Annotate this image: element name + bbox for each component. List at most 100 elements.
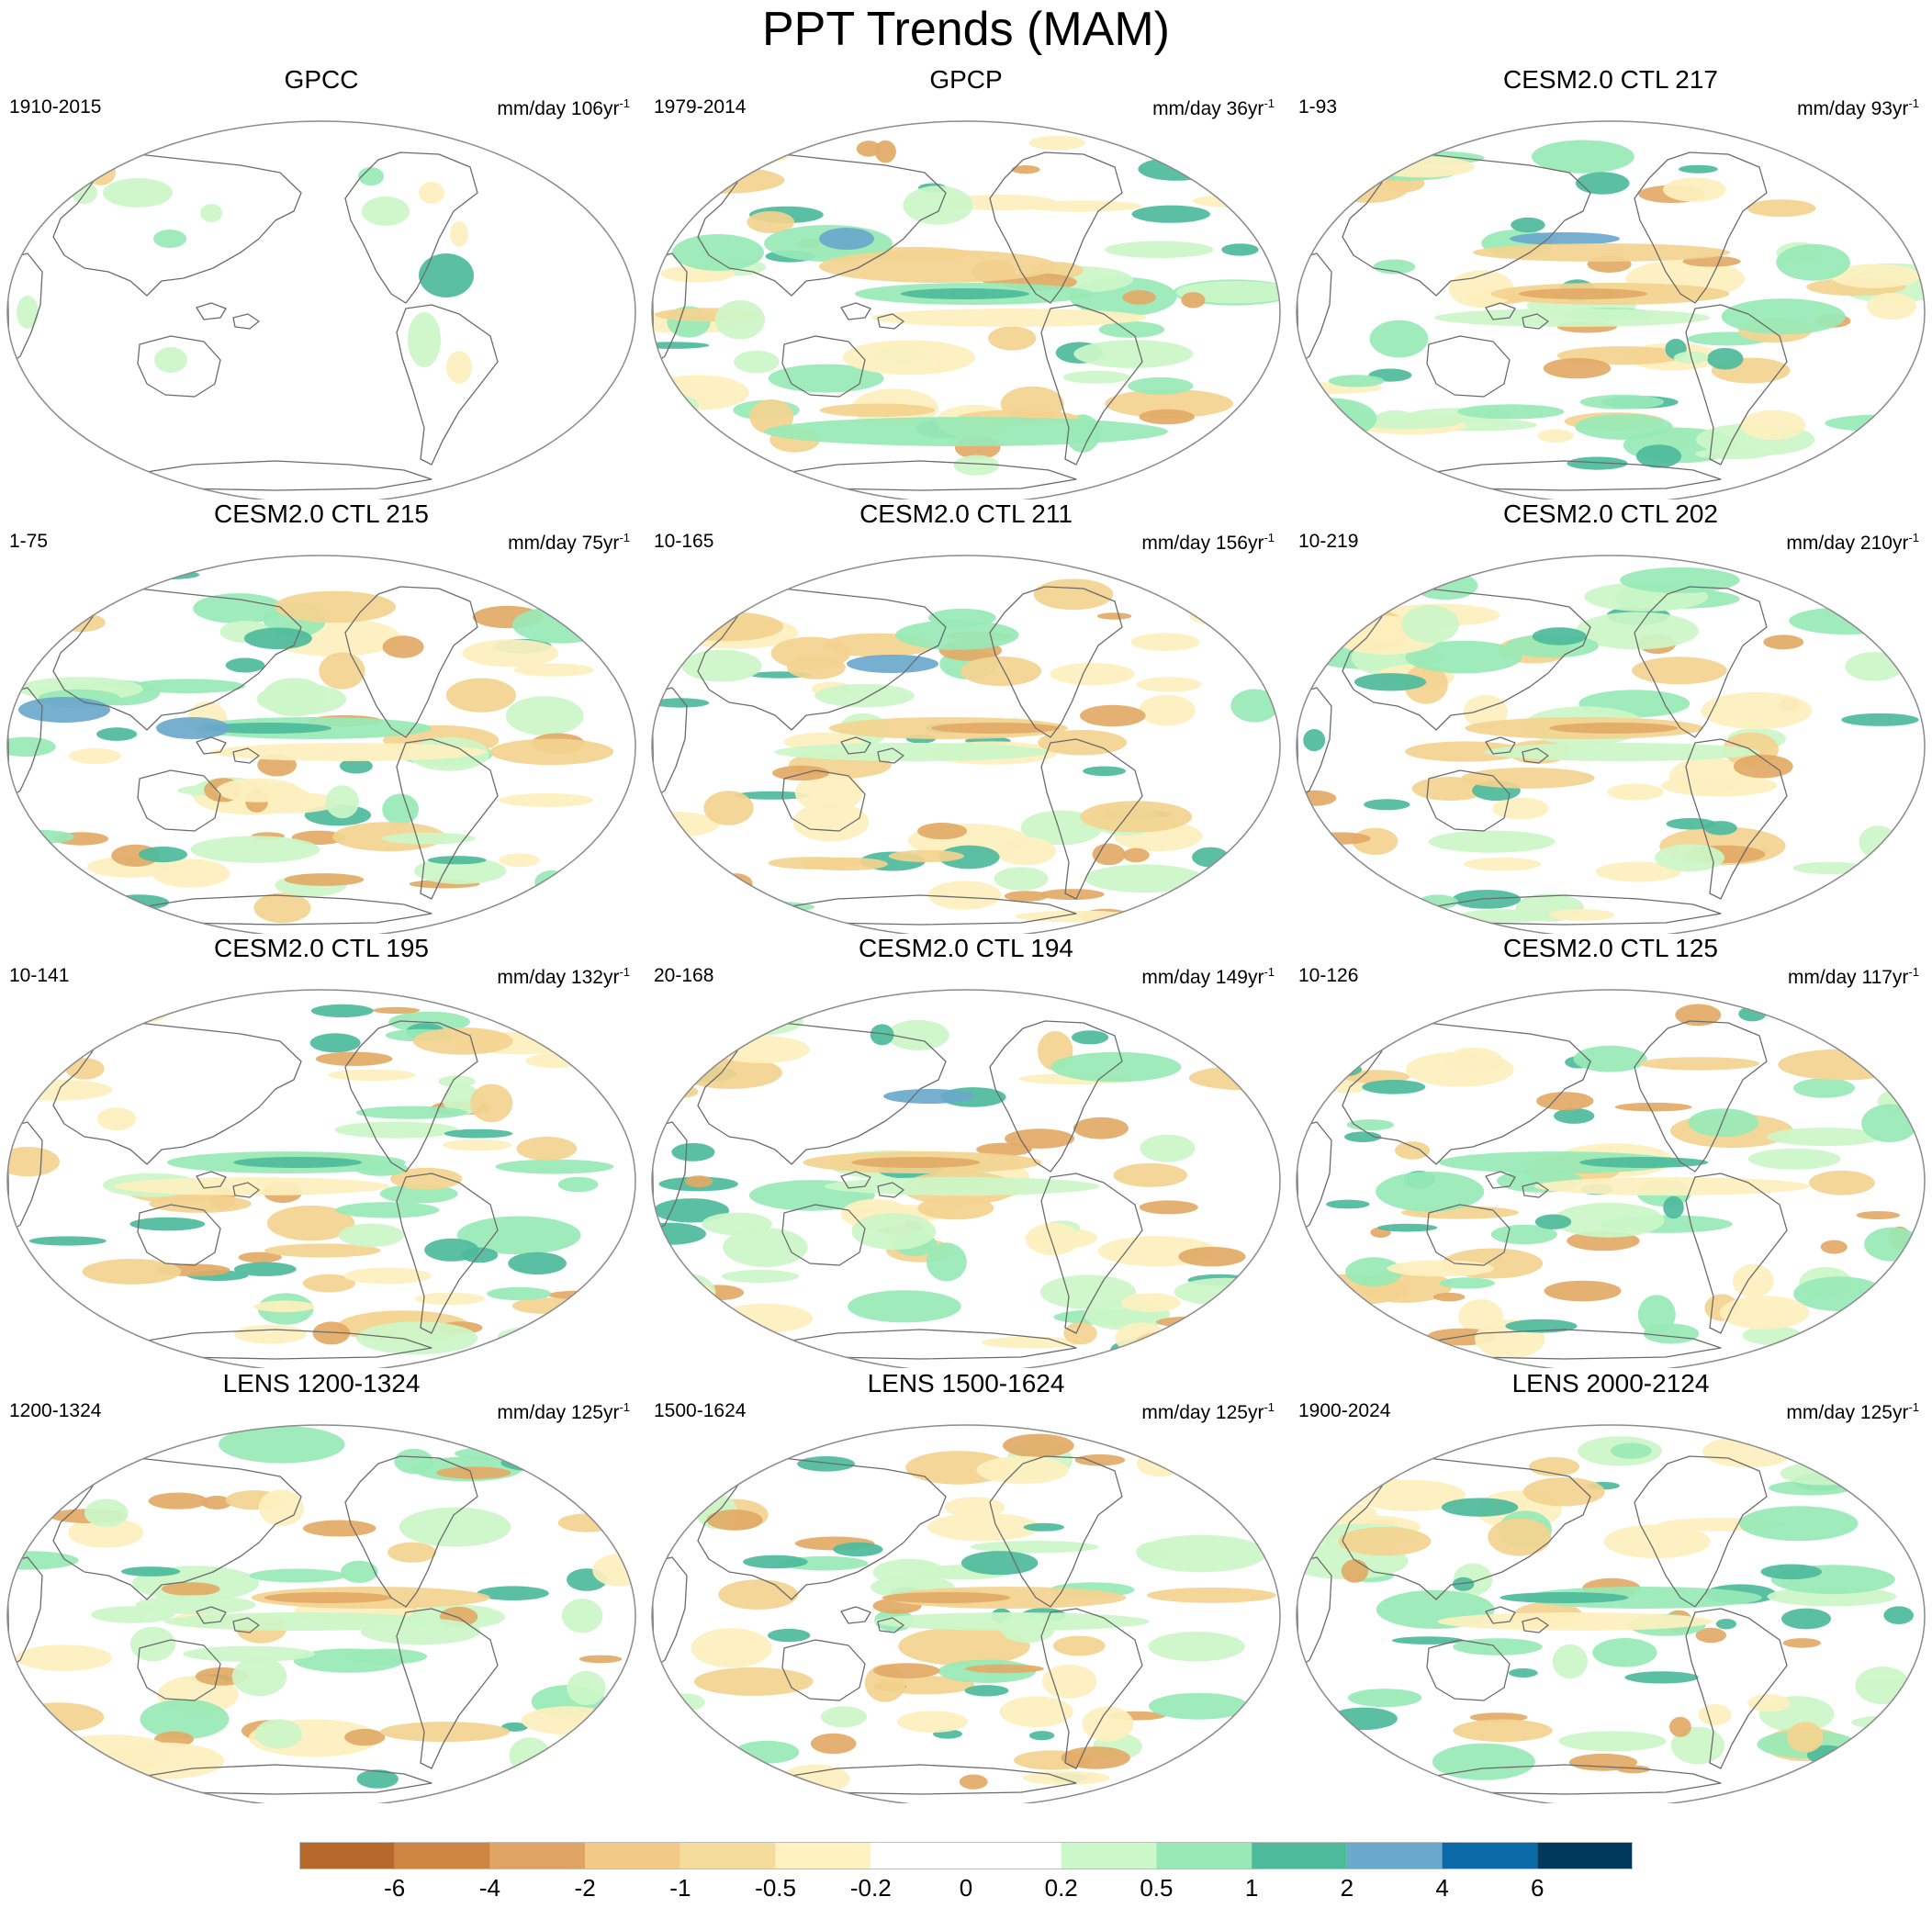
trend-contour [200, 204, 222, 222]
panel-title: CESM2.0 CTL 215 [214, 499, 429, 528]
coastline [877, 747, 904, 764]
trend-contour [1023, 1522, 1065, 1532]
panel-units: mm/day 75yr-1 [508, 526, 630, 556]
trend-contour [1639, 1057, 1760, 1071]
trend-contour [1132, 897, 1255, 934]
trend-contour [328, 1069, 417, 1082]
trend-contour [1461, 768, 1595, 789]
trend-contour [1518, 288, 1647, 299]
trend-contour [768, 364, 884, 393]
units-exponent: -1 [1264, 96, 1275, 110]
coastline [768, 1764, 1077, 1795]
map-outline [651, 555, 1281, 934]
panel-period: 1979-2014 [654, 96, 747, 118]
trend-contour [325, 785, 359, 819]
colorbar-swatch [775, 1842, 871, 1869]
coastline [1522, 1182, 1549, 1198]
trend-contour [567, 1670, 606, 1705]
coastline [768, 460, 1077, 491]
trend-contour [1805, 1765, 1863, 1801]
trend-contour [1792, 861, 1867, 875]
units-exponent: -1 [619, 965, 630, 979]
trend-contour [1347, 1689, 1422, 1708]
trend-contour [976, 1456, 1069, 1485]
trend-contour [339, 758, 373, 774]
trend-contour [707, 143, 790, 165]
panel-title: GPCP [929, 65, 1003, 94]
trend-contour [1128, 376, 1194, 395]
panel-title: CESM2.0 CTL 194 [859, 934, 1073, 962]
units-exponent: -1 [1264, 531, 1275, 544]
trend-contour [1703, 821, 1737, 836]
trend-contour [797, 1456, 855, 1472]
trend-contour [1715, 1619, 1736, 1630]
trend-contour [662, 146, 777, 172]
trend-contour [1039, 889, 1105, 901]
trend-contour [129, 1217, 206, 1231]
coastline [232, 747, 260, 764]
coastline [781, 769, 866, 832]
coastline [1685, 1608, 1788, 1769]
trend-contour [1192, 195, 1265, 208]
trend-contour [450, 221, 468, 247]
trend-contour [1297, 398, 1377, 439]
trend-contour [470, 1083, 513, 1123]
coastline [1412, 1764, 1722, 1795]
trend-contour [953, 455, 999, 476]
panel-units: mm/day 125yr-1 [1141, 1396, 1275, 1425]
coastline [840, 1171, 871, 1189]
panel-title: GPCC [284, 65, 359, 94]
trend-contour [1778, 1049, 1908, 1081]
trend-contour [1547, 909, 1615, 921]
trend-contour [274, 590, 397, 623]
coastline [840, 736, 871, 755]
trend-contour [356, 1769, 399, 1789]
coastline [52, 1457, 302, 1600]
trend-contour [1003, 1433, 1074, 1458]
trend-contour [1441, 1498, 1519, 1517]
trend-contour [156, 717, 230, 739]
trend-contour [1113, 1162, 1188, 1187]
trend-contour [1688, 1108, 1759, 1138]
trend-contour [1136, 1450, 1185, 1477]
coastline [232, 1182, 260, 1198]
trend-contour [688, 1329, 710, 1344]
trend-contour [56, 612, 106, 633]
coastline [989, 1020, 1123, 1173]
trend-contour [842, 340, 976, 376]
trend-contour [500, 1453, 579, 1472]
trend-contour [264, 1243, 381, 1258]
trend-contour [564, 1758, 625, 1768]
coastline [877, 1617, 904, 1633]
trend-contour [994, 867, 1049, 891]
colorbar-swatch [1537, 1842, 1633, 1869]
trend-contour [1329, 1707, 1398, 1730]
coastline [196, 302, 227, 320]
coastline [840, 302, 871, 320]
trend-contour [960, 656, 1042, 687]
trend-contour [964, 1685, 1009, 1697]
panel-title: LENS 1500-1624 [867, 1369, 1065, 1397]
trend-contour [344, 1648, 428, 1665]
units-text: mm/day 36yr [1152, 98, 1264, 119]
trend-contour [1378, 899, 1422, 921]
coastline [344, 1455, 478, 1608]
trend-contour [1432, 1743, 1535, 1780]
anomaly-field [652, 1425, 1280, 1803]
colorbar-swatch [966, 1842, 1061, 1869]
trend-contour [96, 727, 138, 741]
trend-contour [534, 870, 569, 895]
trend-contour [1418, 894, 1458, 910]
trend-contour [1611, 1442, 1652, 1459]
trend-contour [1303, 1061, 1363, 1078]
trend-contour [343, 1267, 432, 1285]
trend-contour [1444, 1047, 1503, 1075]
trend-contour [1458, 909, 1551, 923]
trend-contour [1663, 177, 1726, 202]
trend-contour [1028, 135, 1086, 151]
trend-contour [310, 1004, 374, 1017]
trend-contour [7, 1762, 97, 1785]
trend-contour [1575, 413, 1673, 440]
anomaly-field [7, 121, 635, 499]
units-exponent: -1 [619, 531, 630, 544]
